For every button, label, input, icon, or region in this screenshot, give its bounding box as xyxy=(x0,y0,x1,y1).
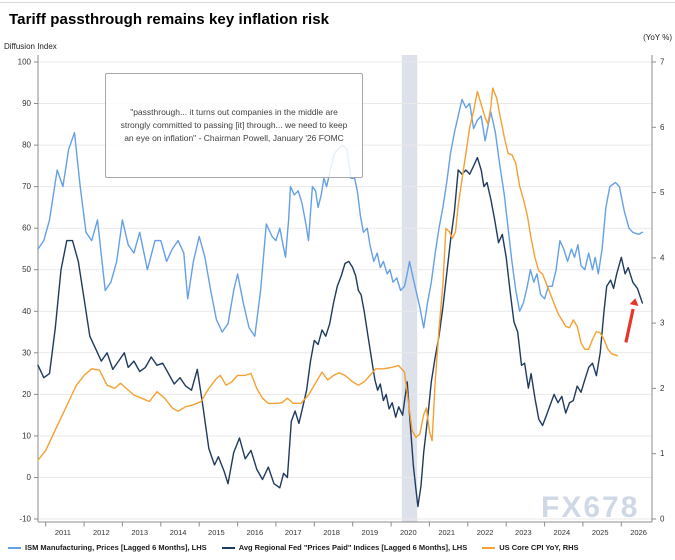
chart-title: Tariff passthrough remains key inflation… xyxy=(9,11,330,28)
x-axis-year-label: 2015 xyxy=(208,528,225,537)
legend-swatch-icon xyxy=(482,546,496,549)
legend-label: ISM Manufacturing, Prices [Lagged 6 Mont… xyxy=(25,543,207,552)
x-axis-year-label: 2011 xyxy=(55,528,71,537)
x-axis-year-label: 2025 xyxy=(592,528,609,537)
legend-item-0: ISM Manufacturing, Prices [Lagged 6 Mont… xyxy=(8,543,207,552)
legend-item-1: Avg Regional Fed "Prices Paid" Indices [… xyxy=(221,543,468,552)
right-axis-tick-label: 1 xyxy=(660,449,665,458)
left-axis-tick-label: -10 xyxy=(19,515,31,524)
left-axis-tick-label: 30 xyxy=(22,348,31,357)
right-axis-tick-label: 4 xyxy=(660,253,665,262)
powell-quote-box: "passthrough... it turns out companies i… xyxy=(105,73,363,178)
x-axis-year-label: 2016 xyxy=(246,528,263,537)
left-axis-tick-label: 100 xyxy=(18,58,32,67)
x-axis-year-label: 2023 xyxy=(515,528,532,537)
trend-arrow-head xyxy=(629,298,639,306)
legend-label: Avg Regional Fed "Prices Paid" Indices [… xyxy=(238,543,468,552)
x-axis-year-label: 2024 xyxy=(553,528,570,537)
x-axis-year-label: 2017 xyxy=(285,528,302,537)
top-divider xyxy=(0,2,675,3)
right-axis-tick-label: 7 xyxy=(660,58,665,67)
powell-quote-text: "passthrough... it turns out companies i… xyxy=(120,106,348,144)
right-axis-tick-label: 0 xyxy=(660,515,665,524)
x-axis-year-label: 2019 xyxy=(362,528,379,537)
left-axis-tick-label: 10 xyxy=(22,431,31,440)
left-axis-tick-label: 40 xyxy=(22,307,31,316)
left-axis-tick-label: 80 xyxy=(22,141,31,150)
trend-arrow-shaft xyxy=(624,308,635,343)
x-axis-year-label: 2012 xyxy=(93,528,110,537)
right-axis-tick-label: 2 xyxy=(660,384,665,393)
right-axis-tick-label: 5 xyxy=(660,188,665,197)
x-axis-year-label: 2013 xyxy=(131,528,148,537)
right-axis-tick-label: 3 xyxy=(660,319,665,328)
left-axis-tick-label: 90 xyxy=(22,99,31,108)
recession-band xyxy=(401,55,418,522)
x-axis-year-label: 2018 xyxy=(323,528,340,537)
x-axis-year-label: 2020 xyxy=(400,528,417,537)
legend-label: US Core CPI YoY, RHS xyxy=(499,543,579,552)
series-line-1 xyxy=(37,156,644,508)
fx678-watermark: FX678 xyxy=(541,491,640,524)
x-axis-year-label: 2014 xyxy=(170,528,187,537)
legend-item-2: US Core CPI YoY, RHS xyxy=(482,543,579,552)
legend-swatch-icon xyxy=(221,546,235,549)
right-axis-unit-label: (YoY %) xyxy=(643,33,672,42)
left-axis-tick-label: 70 xyxy=(22,182,31,191)
left-axis-unit-label: Diffusion Index xyxy=(4,42,57,51)
left-axis-tick-label: 50 xyxy=(22,265,31,274)
x-axis-year-label: 2022 xyxy=(477,528,494,537)
left-axis-tick-label: 20 xyxy=(22,390,31,399)
x-axis-year-label: 2021 xyxy=(438,528,455,537)
left-axis-tick-label: 0 xyxy=(27,473,32,482)
left-axis-tick-label: 60 xyxy=(22,224,31,233)
legend-swatch-icon xyxy=(8,546,21,549)
legend: ISM Manufacturing, Prices [Lagged 6 Mont… xyxy=(8,543,579,552)
right-axis-tick-label: 6 xyxy=(660,123,665,132)
x-axis-year-label: 2026 xyxy=(630,528,647,537)
